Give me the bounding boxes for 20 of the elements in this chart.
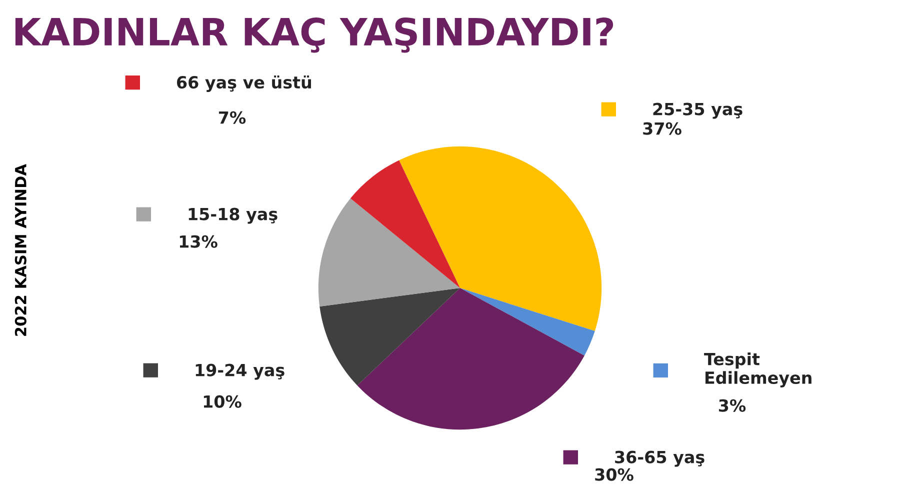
data-label: 37% (643, 122, 682, 135)
pie-slice (320, 288, 460, 386)
data-label: 10% (204, 395, 242, 408)
pie-slice (399, 146, 602, 332)
legend-label: Tespit Edilemeyen (704, 352, 812, 388)
pie-slice (350, 160, 460, 288)
legend-label: 66 yaş ve üstü (177, 75, 311, 92)
data-label: 7% (218, 111, 246, 124)
pie-slice (357, 288, 584, 430)
pie-slice (318, 198, 460, 306)
legend-label: 15-18 yaş (188, 208, 278, 224)
data-label: 30% (595, 468, 634, 481)
data-label: 3% (718, 399, 746, 412)
legend-label: 36-65 yaş (615, 450, 704, 467)
legend-label: 19-24 yaş (196, 364, 284, 380)
pie-slice (460, 288, 595, 356)
legend-label: 25-35 yaş (653, 102, 742, 119)
chart-title: KADINLAR KAÇ YAŞINDAYDI? (15, 18, 614, 53)
data-label: 13% (180, 235, 218, 248)
text: 2022 KASIM AYINDA (14, 164, 26, 336)
